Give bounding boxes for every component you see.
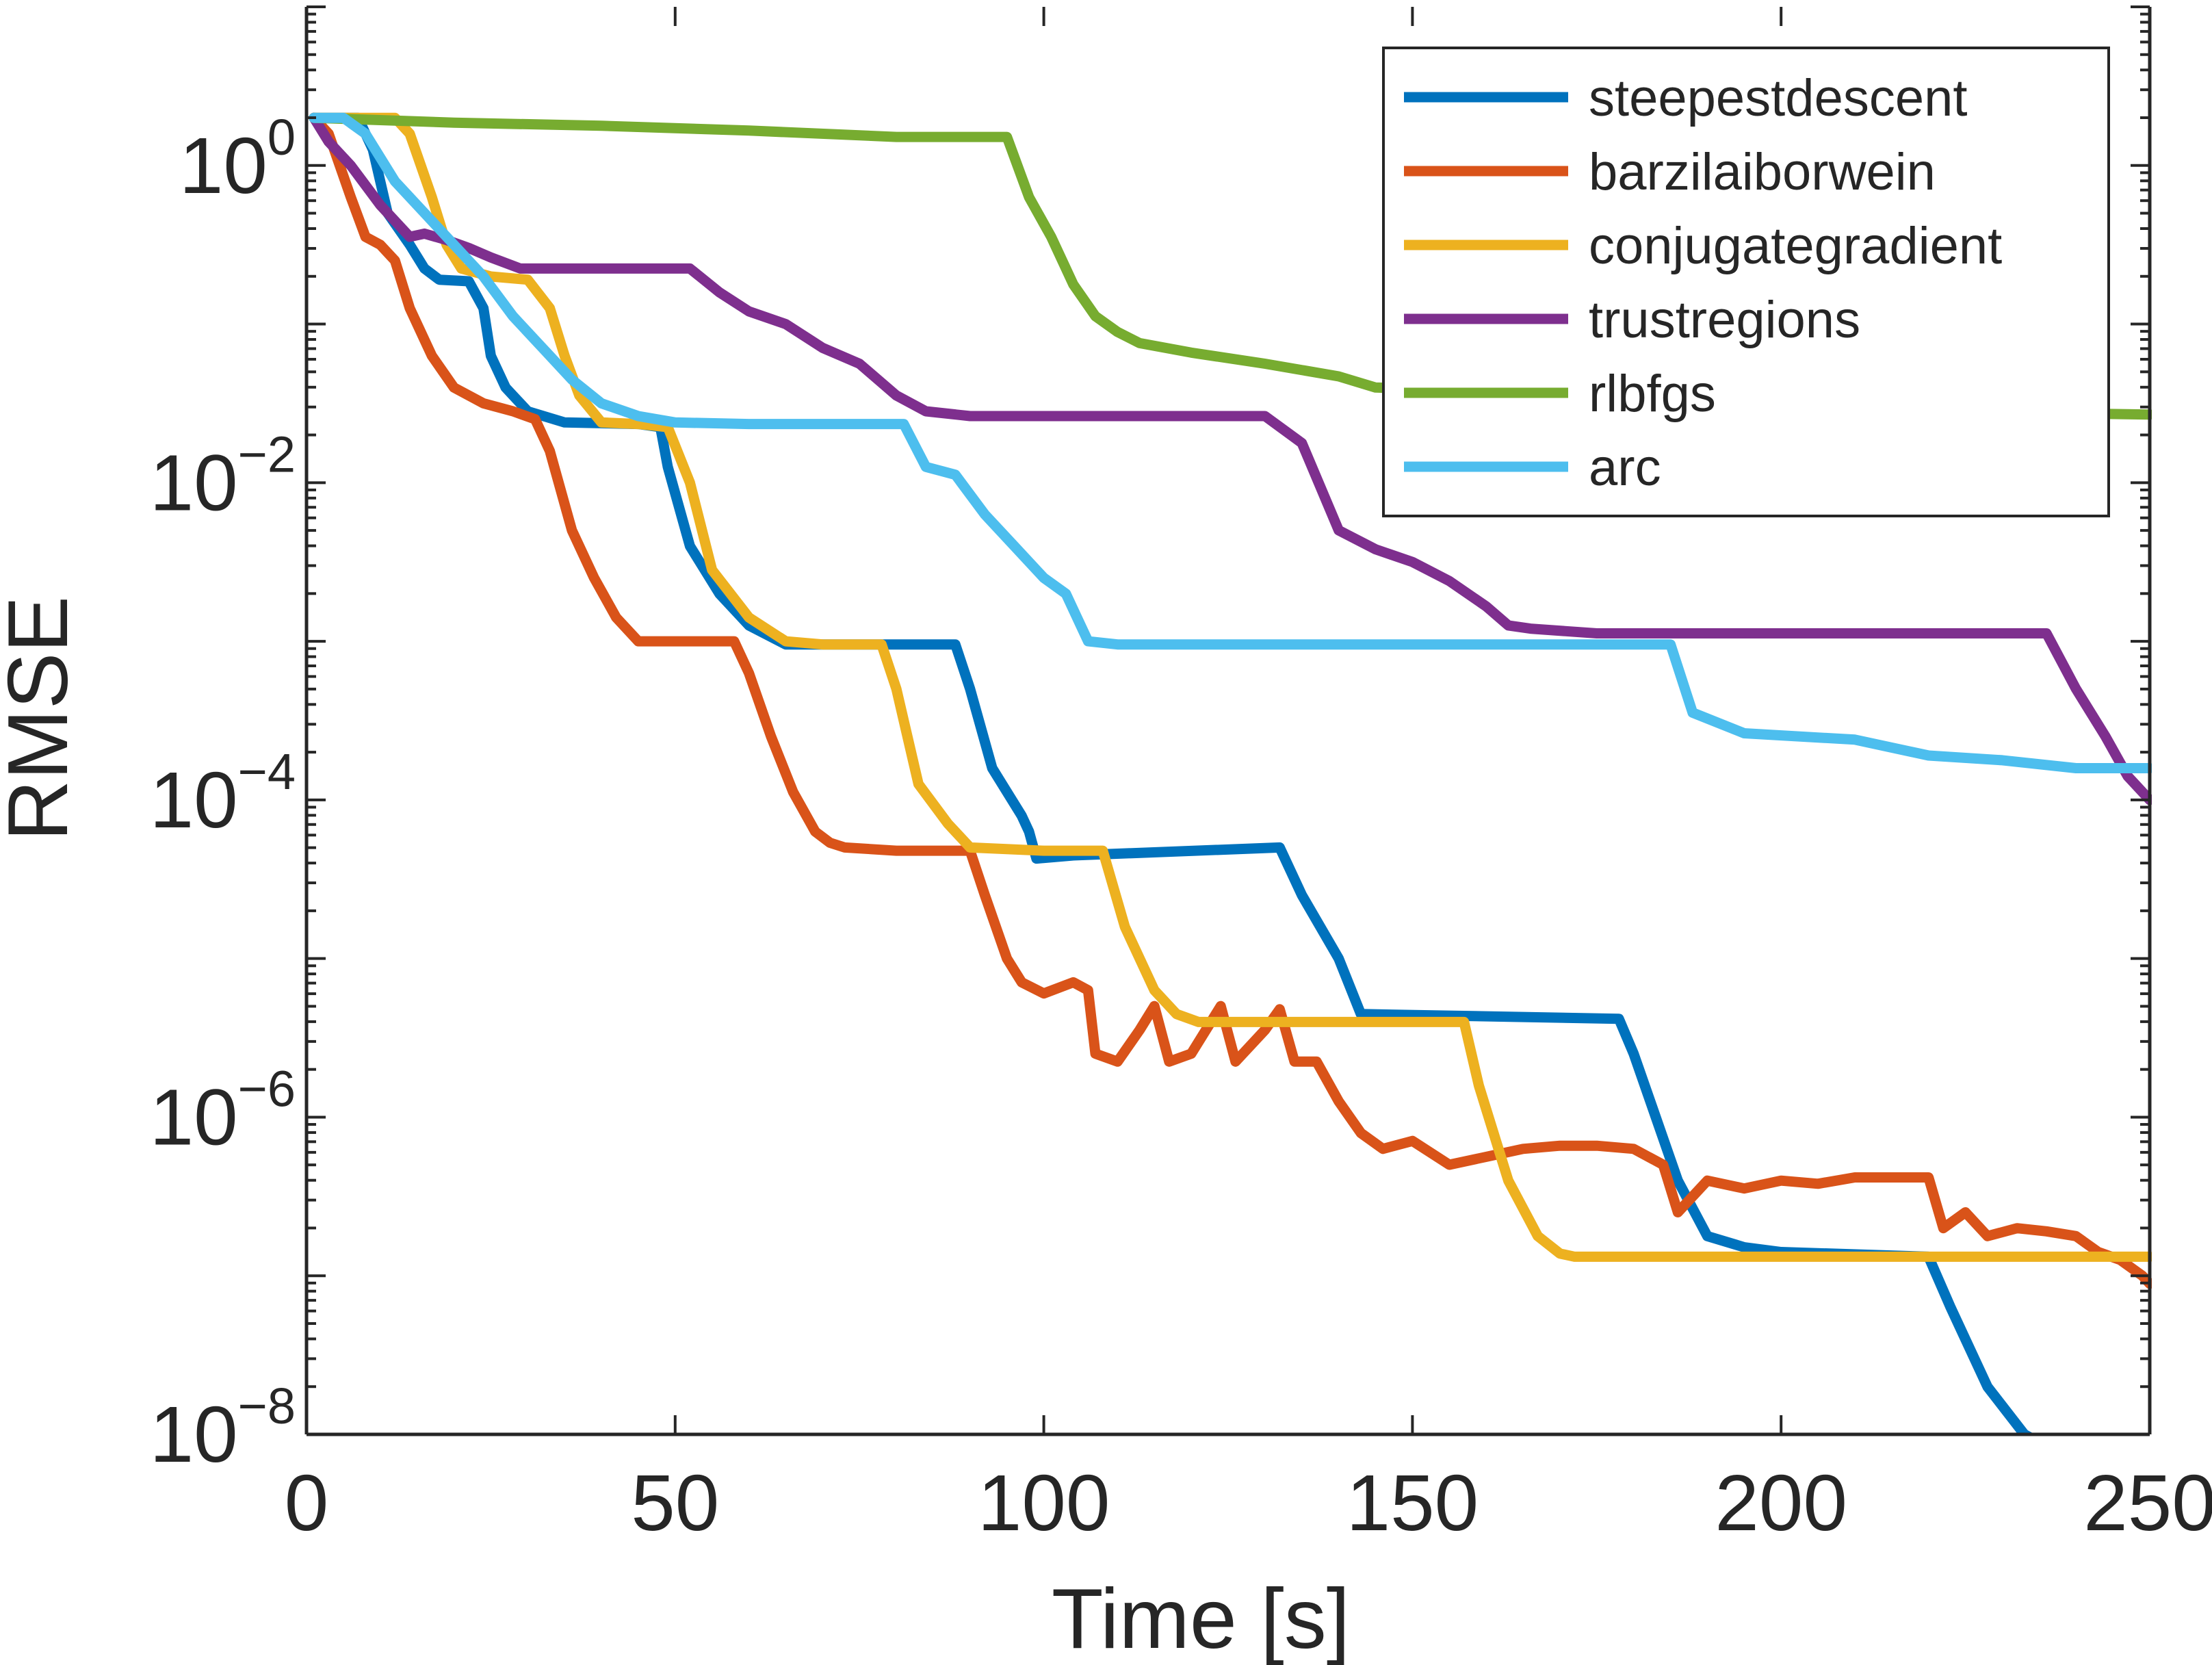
legend-label-conjugategradient: conjugategradient bbox=[1589, 217, 2002, 275]
legend-label-arc: arc bbox=[1589, 439, 1661, 497]
legend-label-rlbfgs: rlbfgs bbox=[1589, 365, 1716, 423]
x-axis-title: Time [s] bbox=[1052, 1572, 1350, 1665]
x-tick-label: 200 bbox=[1715, 1458, 1847, 1547]
legend-label-barzilaiborwein: barzilaiborwein bbox=[1589, 143, 1936, 201]
axes-layer bbox=[304, 5, 2152, 1436]
y-tick-label: 10−8 bbox=[150, 1378, 296, 1479]
series-line-steepestdescent bbox=[309, 112, 2038, 1436]
y-tick-label: 10−6 bbox=[150, 1060, 296, 1161]
legend-label-steepestdescent: steepestdescent bbox=[1589, 69, 1968, 127]
series-line-arc bbox=[309, 112, 2152, 773]
y-tick-label: 10−2 bbox=[150, 426, 296, 527]
y-tick-label: 10−4 bbox=[150, 743, 296, 844]
x-tick-label: 250 bbox=[2083, 1458, 2212, 1547]
x-tick-label: 0 bbox=[285, 1458, 329, 1547]
y-axis-title: RMSE bbox=[0, 596, 86, 841]
y-tick-label: 100 bbox=[179, 109, 296, 210]
series-line-trustregions bbox=[309, 112, 2152, 805]
x-tick-label: 150 bbox=[1346, 1458, 1479, 1547]
legend-box bbox=[1382, 47, 2110, 517]
series-line-barzilaiborwein bbox=[309, 112, 2152, 1289]
labels-layer: 0 50 100 150 200 250 100 10−2 10−4 10−6 10−8 Time [… bbox=[0, 109, 2212, 1665]
legend-label-trustregions: trustregions bbox=[1589, 291, 1860, 349]
series-line-conjugategradient bbox=[309, 112, 2152, 1262]
series-layer bbox=[309, 112, 2152, 1436]
x-tick-label: 100 bbox=[978, 1458, 1110, 1547]
x-tick-label: 50 bbox=[631, 1458, 719, 1547]
legend: steepestdescent barzilaiborwein conjugateg… bbox=[1382, 47, 2110, 517]
